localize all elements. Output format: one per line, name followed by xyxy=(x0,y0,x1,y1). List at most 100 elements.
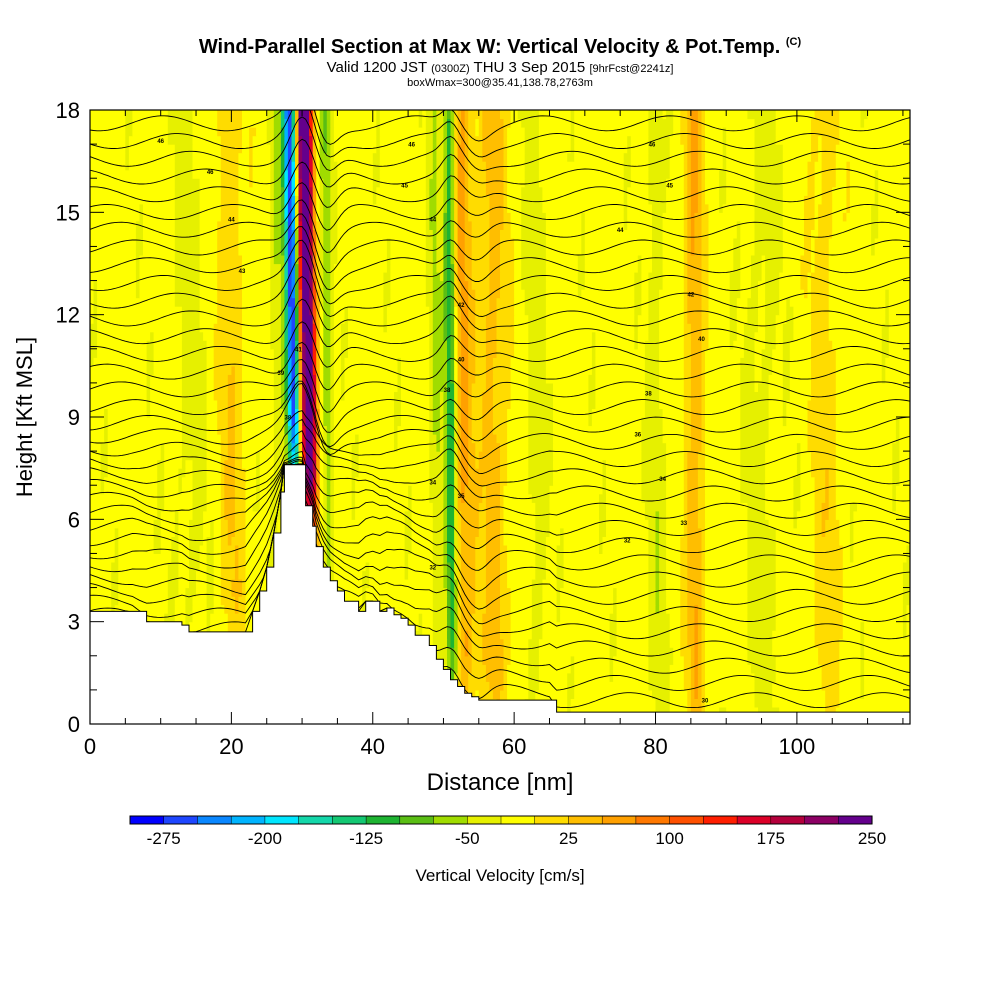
velocity-cell xyxy=(475,587,487,597)
velocity-cell xyxy=(680,596,688,606)
velocity-cell xyxy=(659,391,685,401)
velocity-cell xyxy=(754,382,759,392)
velocity-cell xyxy=(178,468,187,478)
velocity-cell xyxy=(641,468,667,478)
velocity-cell xyxy=(489,272,501,282)
colorbar-swatch xyxy=(838,815,873,825)
velocity-cell xyxy=(514,297,526,307)
velocity-cell xyxy=(273,110,282,120)
velocity-cell xyxy=(705,536,748,546)
velocity-cell xyxy=(835,502,851,512)
velocity-cell xyxy=(683,152,688,162)
velocity-cell xyxy=(881,331,890,341)
velocity-cell xyxy=(740,493,766,503)
velocity-cell xyxy=(319,425,324,435)
velocity-cell xyxy=(697,604,702,614)
velocity-cell xyxy=(439,408,444,418)
velocity-cell xyxy=(461,536,476,546)
isentrope-label-text: 42 xyxy=(688,293,695,299)
velocity-cell xyxy=(687,127,692,137)
velocity-cell xyxy=(765,280,780,290)
velocity-cell xyxy=(394,425,399,435)
velocity-cell xyxy=(298,178,303,188)
velocity-cell xyxy=(556,544,565,554)
velocity-cell xyxy=(245,468,257,478)
velocity-cell xyxy=(666,502,685,512)
velocity-cell xyxy=(206,340,215,350)
velocity-cell xyxy=(701,255,710,265)
velocity-cell xyxy=(811,323,830,333)
velocity-cell xyxy=(538,638,611,648)
velocity-cell xyxy=(461,425,469,435)
velocity-cell xyxy=(330,468,335,478)
velocity-cell xyxy=(447,664,452,674)
velocity-cell xyxy=(705,502,748,512)
velocity-cell xyxy=(330,280,335,290)
velocity-cell xyxy=(510,399,529,409)
velocity-cell xyxy=(217,417,229,427)
velocity-cell xyxy=(786,417,809,427)
velocity-cell xyxy=(895,485,910,495)
velocity-cell xyxy=(659,365,685,375)
velocity-cell xyxy=(249,152,254,162)
velocity-cell xyxy=(690,178,699,188)
velocity-cell xyxy=(705,638,748,648)
velocity-cell xyxy=(432,502,444,512)
velocity-cell xyxy=(220,519,229,529)
velocity-cell xyxy=(132,110,169,120)
velocity-cell xyxy=(500,229,512,239)
velocity-cell xyxy=(90,493,158,503)
velocity-cell xyxy=(344,374,399,384)
velocity-cell xyxy=(90,434,105,444)
velocity-cell xyxy=(217,272,243,282)
velocity-cell xyxy=(273,118,282,128)
velocity-cell xyxy=(330,562,335,572)
velocity-cell xyxy=(885,289,890,299)
velocity-cell xyxy=(531,493,551,503)
velocity-cell xyxy=(570,110,575,120)
velocity-cell xyxy=(238,169,250,179)
velocity-cell xyxy=(807,399,837,409)
velocity-cell xyxy=(510,118,522,128)
velocity-cell xyxy=(245,502,254,512)
velocity-cell xyxy=(333,289,384,299)
velocity-cell xyxy=(203,510,222,520)
velocity-cell xyxy=(800,476,816,486)
velocity-cell xyxy=(280,186,285,196)
velocity-cell xyxy=(892,468,900,478)
velocity-cell xyxy=(287,434,292,444)
velocity-cell xyxy=(747,527,777,537)
velocity-cell xyxy=(531,604,543,614)
velocity-cell xyxy=(192,118,218,128)
velocity-cell xyxy=(425,246,434,256)
velocity-cell xyxy=(503,485,529,495)
velocity-cell xyxy=(835,161,847,171)
velocity-cell xyxy=(740,229,755,239)
velocity-cell xyxy=(319,169,331,179)
velocity-cell xyxy=(680,613,688,623)
velocity-cell xyxy=(450,297,455,307)
velocity-cell xyxy=(447,297,452,307)
velocity-cell xyxy=(443,331,448,341)
velocity-cell xyxy=(192,152,222,162)
velocity-cell xyxy=(549,519,600,529)
velocity-cell xyxy=(613,655,649,665)
velocity-cell xyxy=(538,178,625,188)
velocity-cell xyxy=(630,135,650,145)
velocity-cell xyxy=(729,331,738,341)
velocity-cell xyxy=(153,536,162,546)
velocity-cell xyxy=(432,135,437,145)
velocity-cell xyxy=(118,527,155,537)
velocity-cell xyxy=(97,314,183,324)
velocity-cell xyxy=(309,178,314,188)
velocity-cell xyxy=(524,152,540,162)
velocity-cell xyxy=(662,220,685,230)
y-tick-label: 9 xyxy=(68,405,80,430)
velocity-cell xyxy=(754,246,784,256)
velocity-cell xyxy=(553,434,642,444)
velocity-cell xyxy=(436,442,441,452)
velocity-cell xyxy=(443,272,448,282)
velocity-cell xyxy=(280,289,285,299)
velocity-cell xyxy=(673,647,681,657)
